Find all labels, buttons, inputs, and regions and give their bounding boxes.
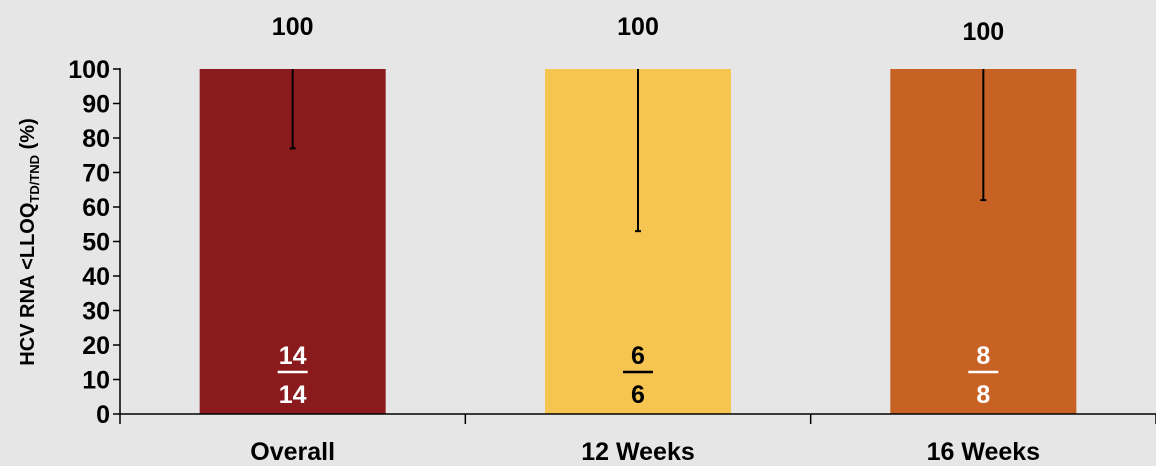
x-tick-label: 16 Weeks: [927, 438, 1041, 466]
y-tick-label: 0: [96, 401, 110, 429]
data-label: 100: [272, 13, 314, 41]
y-tick-label: 80: [82, 125, 110, 153]
y-axis-label-suffix: (%): [17, 118, 39, 155]
y-tick-label: 70: [82, 160, 110, 188]
y-tick-label: 60: [82, 194, 110, 222]
fraction-numerator: 14: [279, 342, 307, 370]
data-label: 100: [962, 18, 1004, 46]
y-axis-label-main: HCV RNA <LLOQ: [17, 203, 39, 366]
y-tick-label: 100: [68, 56, 110, 84]
fraction-denominator: 8: [976, 381, 990, 409]
y-tick-label: 20: [82, 332, 110, 360]
axes-layer: 0 10 20 30 40 50 60 70 80 90 100 Overall 12 Weeks 16 …: [68, 56, 1156, 466]
y-tick-label: 90: [82, 91, 110, 119]
bars-layer: [199, 69, 1077, 414]
y-axis-label-subscript: TD/TND: [27, 155, 42, 203]
x-tick-label: 12 Weeks: [581, 438, 695, 466]
fraction-numerator: 6: [631, 342, 645, 370]
fraction-denominator: 14: [279, 381, 307, 409]
y-tick-label: 30: [82, 298, 110, 326]
data-label: 100: [617, 13, 659, 41]
y-tick-label: 10: [82, 367, 110, 395]
y-tick-label: 50: [82, 229, 110, 257]
x-tick-label: Overall: [250, 438, 335, 466]
fraction-numerator: 8: [976, 342, 990, 370]
y-axis-label: HCV RNA <LLOQTD/TND (%): [17, 118, 42, 366]
fraction-denominator: 6: [631, 381, 645, 409]
y-tick-label: 40: [82, 263, 110, 291]
